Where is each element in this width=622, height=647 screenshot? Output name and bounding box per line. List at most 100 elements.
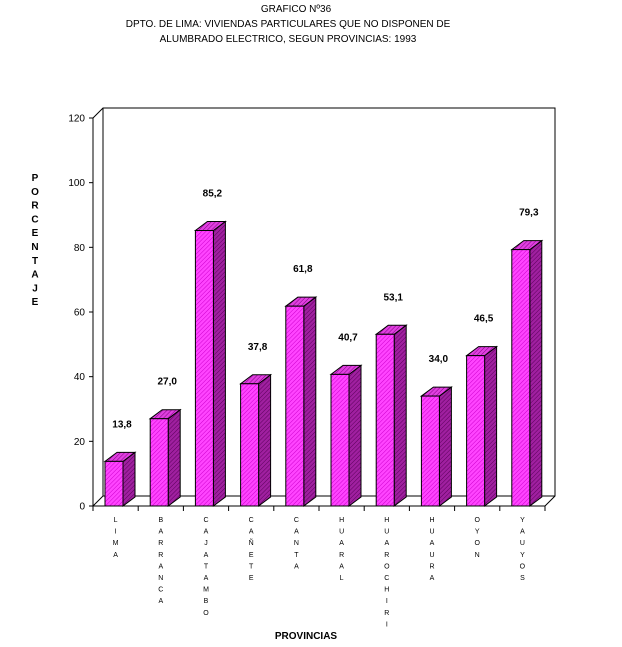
bar <box>284 296 318 507</box>
bar-value-label: 37,8 <box>248 342 268 353</box>
chart-title-line-3: ALUMBRADO ELECTRICO, SEGUN PROVINCIAS: 1… <box>159 34 417 45</box>
x-axis-label: PROVINCIAS <box>275 631 338 642</box>
x-tick-label-letter: O <box>474 540 480 547</box>
bar-front-face <box>330 373 350 507</box>
x-tick-label-letter: R <box>158 552 163 559</box>
y-tick-label: 40 <box>74 372 86 383</box>
bar-side-face <box>348 364 362 507</box>
bar-front-face <box>149 418 169 507</box>
bar-side-face <box>167 408 181 507</box>
bar-value-label: 61,8 <box>293 264 313 275</box>
bar <box>510 239 544 507</box>
y-axis-label-letter: N <box>31 242 38 253</box>
x-tick-label-letter: T <box>294 552 299 559</box>
y-tick-label: 120 <box>68 114 85 125</box>
x-tick-label-letter: Y <box>520 517 525 524</box>
chart-title-line-2: DPTO. DE LIMA: VIVIENDAS PARTICULARES QU… <box>125 19 451 30</box>
x-tick-label-letter: U <box>339 529 344 536</box>
bar-value-label: 53,1 <box>383 292 403 303</box>
bar-value-label: 34,0 <box>429 354 449 365</box>
x-tick-label-letter: A <box>294 563 299 570</box>
x-tick-label-letter: Y <box>520 552 525 559</box>
x-tick-label-letter: R <box>339 552 344 559</box>
x-tick-label-letter: C <box>203 517 208 524</box>
x-tick-label-letter: U <box>429 529 434 536</box>
x-tick-label-letter: S <box>520 575 525 582</box>
bar-front-face <box>240 383 260 507</box>
x-axis: LIMABARRANCACAJATAMBOCAÑETECANTAHUARALHU… <box>92 506 546 628</box>
x-tick-label-letter: I <box>386 598 388 605</box>
x-tick-label-letter: U <box>520 540 525 547</box>
x-tick-label-letter: A <box>430 575 435 582</box>
y-axis-label-letter: P <box>32 173 39 184</box>
x-tick-label-letter: L <box>114 517 118 524</box>
bar-front-face <box>511 249 531 507</box>
bar-value-label: 13,8 <box>112 419 132 430</box>
x-tick-label-letter: L <box>340 575 344 582</box>
bar-side-face <box>393 324 407 507</box>
x-tick-label-letter: Y <box>475 529 480 536</box>
y-axis-label-letter: A <box>31 270 38 281</box>
bar-value-label: 79,3 <box>519 208 539 219</box>
x-tick-label-letter: A <box>520 529 525 536</box>
bar-value-label: 27,0 <box>157 377 177 388</box>
x-tick-label-letter: A <box>294 529 299 536</box>
x-tick-label-letter: U <box>384 529 389 536</box>
bar <box>193 220 227 507</box>
x-tick-label-letter: O <box>203 610 209 617</box>
chart-title: GRAFICO Nº36 DPTO. DE LIMA: VIVIENDAS PA… <box>0 2 622 47</box>
x-tick-label-letter: O <box>384 563 390 570</box>
x-tick-label-letter: N <box>158 575 163 582</box>
x-tick-label-letter: I <box>386 621 388 628</box>
x-tick-label-letter: T <box>204 563 209 570</box>
bar <box>148 408 182 507</box>
x-tick-label-letter: A <box>249 529 254 536</box>
bar-side-face <box>438 386 452 507</box>
x-tick-label-letter: O <box>474 517 480 524</box>
x-tick-label-letter: A <box>113 552 118 559</box>
x-tick-label-letter: A <box>158 529 163 536</box>
y-axis-label-letter: C <box>31 214 38 225</box>
x-tick-label-letter: R <box>384 552 389 559</box>
y-tick-label: 80 <box>74 243 86 254</box>
x-tick-label-letter: J <box>204 540 208 547</box>
x-tick-label-letter: O <box>520 563 526 570</box>
x-tick-label-letter: A <box>204 529 209 536</box>
x-tick-label-letter: A <box>158 598 163 605</box>
y-axis-label-letter: T <box>32 256 38 267</box>
x-tick-label-letter: E <box>249 575 254 582</box>
y-axis-label-letter: R <box>31 201 39 212</box>
y-tick-label: 0 <box>79 502 85 513</box>
x-tick-label-letter: E <box>249 552 254 559</box>
bar-side-face <box>212 220 226 507</box>
x-tick-label-letter: H <box>429 517 434 524</box>
x-tick-label-letter: A <box>339 540 344 547</box>
bars: 13,8 27,0 85,2 37,8 61,8 40,7 53,1 34,0 46,5 79,3 <box>103 189 544 507</box>
x-tick-label-letter: C <box>249 517 254 524</box>
bar-side-face <box>258 373 272 507</box>
x-tick-label-letter: C <box>384 575 389 582</box>
x-tick-label-letter: A <box>204 552 209 559</box>
x-tick-label-letter: U <box>429 552 434 559</box>
x-tick-label-letter: N <box>294 540 299 547</box>
x-tick-label-letter: R <box>384 610 389 617</box>
back-wall <box>92 107 556 507</box>
x-tick-label-letter: M <box>203 587 209 594</box>
y-tick-label: 60 <box>74 308 86 319</box>
bar-side-face <box>529 239 543 507</box>
x-tick-label-letter: H <box>384 517 389 524</box>
x-tick-label-letter: T <box>249 563 254 570</box>
x-tick-label-letter: B <box>204 598 209 605</box>
x-tick-label-letter: B <box>158 517 163 524</box>
bar-value-label: 40,7 <box>338 332 358 343</box>
bar-front-face <box>466 355 486 507</box>
